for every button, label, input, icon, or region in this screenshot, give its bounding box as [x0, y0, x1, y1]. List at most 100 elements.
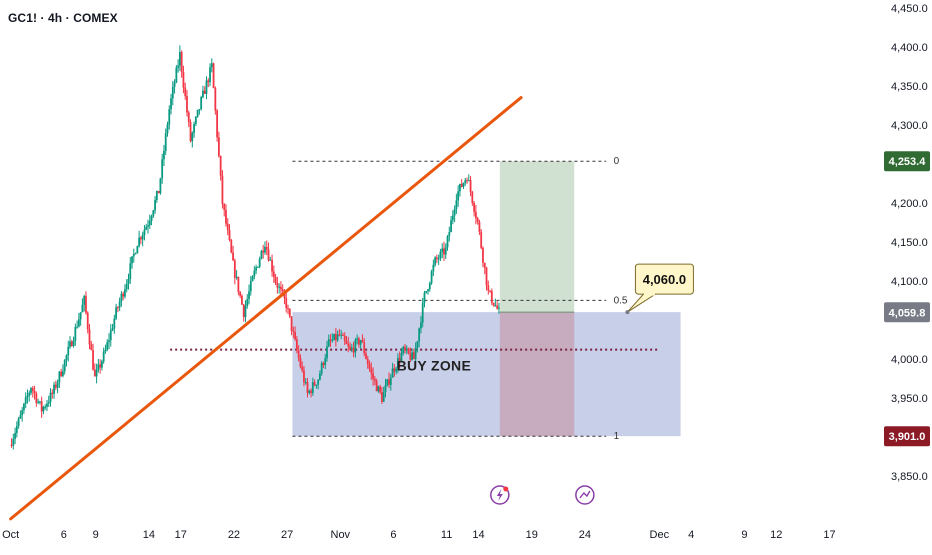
candle[interactable]	[336, 334, 339, 341]
candle[interactable]	[494, 305, 497, 307]
candle[interactable]	[177, 65, 180, 68]
candle[interactable]	[79, 312, 82, 320]
candle[interactable]	[33, 390, 36, 394]
candle[interactable]	[389, 377, 392, 385]
price-badge-target[interactable]	[884, 151, 930, 172]
candle[interactable]	[278, 286, 281, 288]
candle[interactable]	[102, 351, 105, 362]
candle[interactable]	[256, 266, 259, 268]
candle[interactable]	[37, 401, 40, 403]
candle[interactable]	[104, 349, 107, 352]
candle[interactable]	[372, 373, 374, 379]
candle[interactable]	[464, 180, 467, 184]
candle[interactable]	[101, 361, 103, 368]
candle[interactable]	[281, 289, 284, 292]
candle[interactable]	[212, 63, 215, 89]
candle[interactable]	[304, 382, 307, 384]
candle[interactable]	[15, 426, 18, 433]
candle[interactable]	[124, 289, 126, 297]
candle[interactable]	[77, 319, 80, 327]
candle[interactable]	[246, 298, 249, 306]
candle[interactable]	[265, 246, 268, 250]
candle[interactable]	[145, 226, 148, 230]
candle[interactable]	[255, 267, 258, 271]
candle[interactable]	[173, 82, 176, 87]
candle[interactable]	[187, 112, 190, 123]
candle[interactable]	[430, 271, 433, 284]
candle[interactable]	[51, 392, 54, 394]
candle[interactable]	[47, 402, 50, 404]
candle[interactable]	[331, 339, 334, 341]
candle[interactable]	[473, 202, 476, 212]
candle[interactable]	[150, 216, 153, 221]
candle[interactable]	[184, 87, 187, 97]
candle[interactable]	[386, 379, 389, 386]
candle[interactable]	[203, 90, 206, 94]
candle[interactable]	[10, 444, 13, 446]
candle[interactable]	[170, 98, 172, 110]
candle[interactable]	[235, 276, 238, 278]
candle[interactable]	[361, 340, 364, 343]
candle[interactable]	[404, 346, 406, 351]
candle[interactable]	[368, 364, 371, 369]
candle[interactable]	[334, 334, 337, 341]
candle[interactable]	[12, 438, 15, 446]
candle[interactable]	[489, 290, 491, 292]
candle[interactable]	[72, 340, 75, 347]
candle[interactable]	[354, 340, 357, 353]
candle[interactable]	[17, 418, 20, 427]
candle[interactable]	[319, 373, 321, 380]
candle[interactable]	[349, 346, 351, 350]
candle[interactable]	[347, 343, 350, 347]
candle[interactable]	[295, 339, 298, 351]
candle[interactable]	[191, 132, 194, 142]
candle[interactable]	[466, 180, 468, 182]
price-badge-stop[interactable]	[884, 426, 930, 447]
candle[interactable]	[467, 180, 470, 182]
candle[interactable]	[99, 364, 102, 368]
candle[interactable]	[88, 329, 91, 345]
candle[interactable]	[214, 88, 217, 111]
candle[interactable]	[423, 292, 426, 303]
candle[interactable]	[405, 348, 408, 351]
candle[interactable]	[469, 180, 472, 192]
candle[interactable]	[455, 200, 458, 210]
candle[interactable]	[147, 225, 149, 227]
candle[interactable]	[155, 190, 158, 200]
candle[interactable]	[161, 159, 164, 179]
candle[interactable]	[233, 260, 236, 278]
candle[interactable]	[274, 277, 277, 283]
price-badge-last[interactable]	[884, 302, 930, 323]
candle[interactable]	[396, 357, 399, 369]
candle[interactable]	[285, 298, 288, 309]
candle[interactable]	[241, 295, 243, 305]
candle[interactable]	[193, 123, 195, 133]
candle[interactable]	[175, 67, 178, 83]
candle[interactable]	[308, 390, 311, 393]
candle[interactable]	[358, 338, 360, 345]
candle[interactable]	[492, 302, 495, 306]
candle[interactable]	[345, 340, 348, 344]
forecast-icon[interactable]	[575, 485, 595, 505]
candle[interactable]	[288, 308, 291, 317]
candle[interactable]	[217, 137, 220, 156]
candle[interactable]	[377, 386, 380, 392]
candle[interactable]	[352, 347, 355, 353]
candle[interactable]	[118, 301, 121, 308]
candle[interactable]	[393, 368, 396, 372]
candle[interactable]	[441, 248, 444, 252]
candle[interactable]	[182, 72, 185, 88]
candle[interactable]	[395, 368, 398, 372]
candle[interactable]	[407, 348, 410, 354]
candle[interactable]	[381, 392, 383, 402]
candle[interactable]	[303, 370, 305, 383]
candle[interactable]	[53, 384, 55, 394]
candle[interactable]	[166, 124, 169, 134]
candle[interactable]	[14, 432, 16, 439]
candle[interactable]	[63, 360, 66, 372]
candle[interactable]	[409, 353, 412, 360]
candle[interactable]	[228, 230, 231, 241]
candle[interactable]	[310, 390, 312, 394]
candle[interactable]	[251, 276, 254, 282]
candle[interactable]	[60, 371, 63, 376]
